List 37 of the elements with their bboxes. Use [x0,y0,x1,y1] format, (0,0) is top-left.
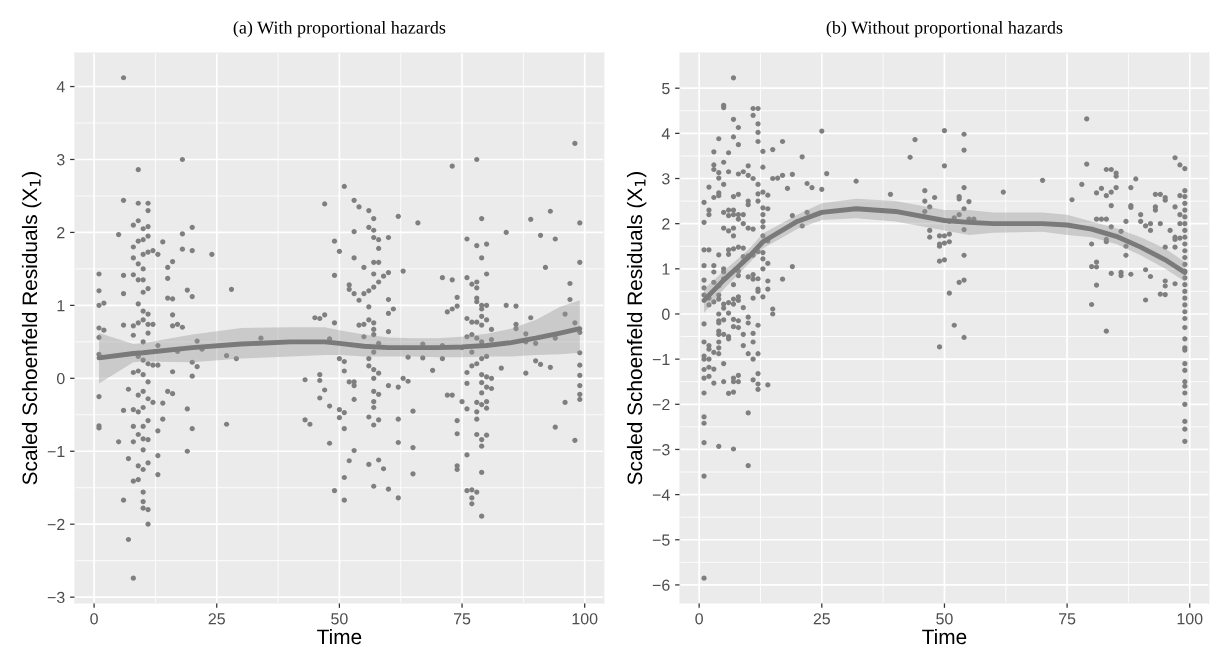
y-tick-label: 4 [661,128,670,140]
y-tick-label: −1 [47,446,65,458]
y-tick-label: −3 [652,444,670,456]
y-tick-label: −3 [47,591,65,604]
y-tick-label: 0 [662,308,670,320]
y-tick-label: −6 [652,579,670,591]
y-tick-label: 1 [662,263,670,275]
y-tick-label: 2 [662,218,670,230]
y-tick-label: 3 [662,173,670,185]
y-tick-label: 0 [56,372,65,385]
x-axis-title: Time [922,628,967,645]
y-tick-label: 3 [56,154,65,166]
x-tick-label: 25 [208,613,225,625]
x-tick-label: 50 [936,613,953,625]
x-axis-title: Time [317,628,362,645]
y-tick-label: −4 [652,489,670,501]
y-tick-label: 5 [662,83,670,95]
x-tick-label: 75 [1059,613,1076,625]
y-tick-label: −1 [652,353,670,365]
y-axis-title: Scaled Schoenfeld Residuals (X$_{1}$) [626,172,647,485]
x-tick-label: 100 [1177,613,1203,625]
x-tick-label: 0 [695,613,703,625]
x-tick-label: 75 [453,613,471,625]
chart-title: (a) With proportional hazards [233,21,446,38]
x-tick-label: 25 [813,613,831,625]
y-tick-label: 1 [57,300,65,312]
line-series [96,326,583,361]
y-axis-title: Scaled Schoenfeld Residuals (X$_{1}$) [21,172,42,485]
y-tick-label: −2 [47,518,65,530]
x-tick-label: 50 [331,613,348,625]
y-tick-label: −5 [652,534,670,546]
y-tick-label: 2 [57,227,65,239]
x-tick-label: 0 [90,613,98,625]
y-tick-label: 4 [56,81,65,93]
chart-title: (b) Without proportional hazards [826,21,1063,38]
y-tick-label: −2 [652,398,670,411]
x-tick-label: 100 [572,613,598,625]
